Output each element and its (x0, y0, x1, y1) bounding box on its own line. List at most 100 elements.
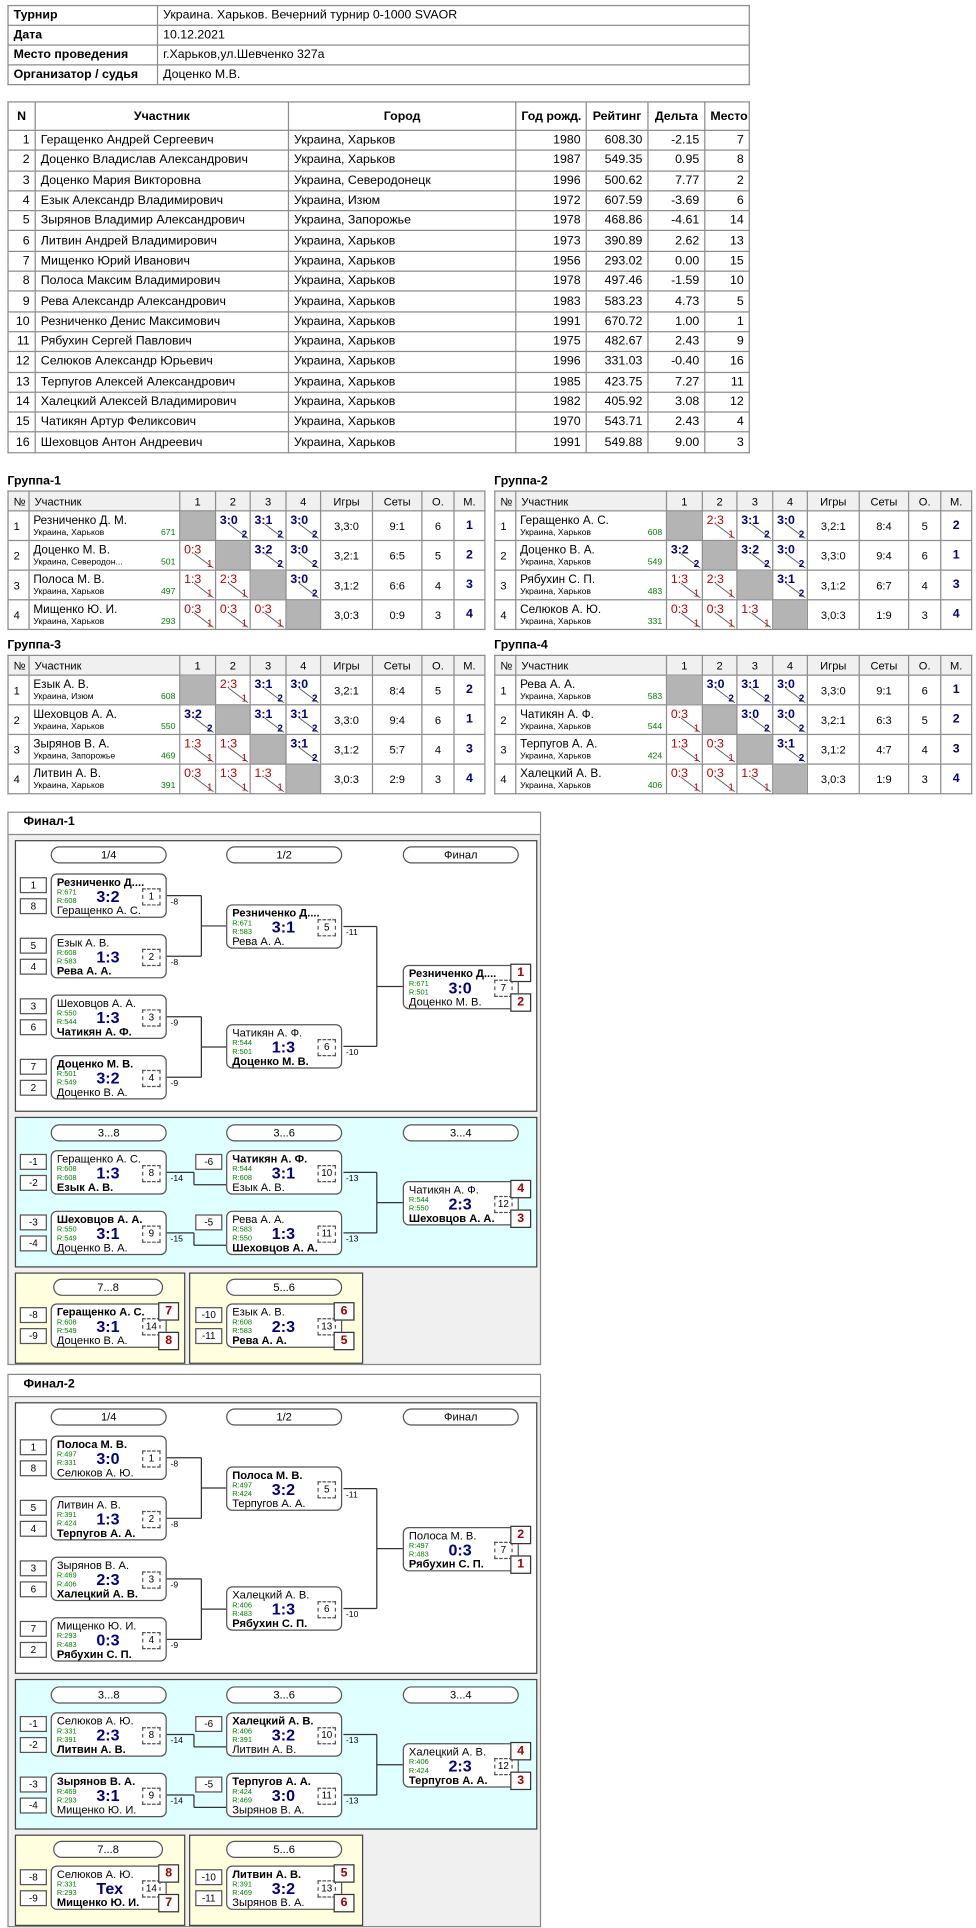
info-table: Турнир Украина. Харьков. Вечерний турнир … (7, 4, 750, 86)
match-points: 1 (206, 617, 213, 629)
player-name: Доценко В. А. (520, 543, 595, 558)
score-cell: 0:3 1 (701, 599, 738, 631)
participant-cell: Украина, Запорожье (287, 210, 517, 232)
match-points: 2 (798, 588, 805, 600)
seed: 4 (19, 1520, 47, 1537)
match-box: Полоса М. В. R:497 R:331 Селюков А. Ю. 3:0 1 (50, 1435, 167, 1481)
games: 3,3:0 (806, 539, 860, 571)
games: 3,0:3 (806, 763, 860, 795)
participant-cell: Зырянов Владимир Александрович (34, 210, 290, 232)
participant-cell: 12 (704, 391, 750, 413)
column-header: Сеты (858, 654, 910, 676)
sets: 6:3 (858, 704, 910, 736)
match-score: 3:1 (96, 1224, 120, 1243)
participant-cell: 0.00 (647, 250, 706, 272)
slash (193, 747, 214, 763)
empty-cell (285, 763, 322, 795)
participant-cell: 331.03 (585, 351, 649, 373)
info-key: Место проведения (7, 44, 159, 66)
participant-cell: Украина, Харьков (287, 371, 517, 393)
place-box: 1 (510, 963, 532, 983)
match-number: 4 (142, 1631, 161, 1650)
loser-goes: -13 (345, 1235, 359, 1245)
games: 3,2:1 (319, 674, 374, 706)
slash (264, 612, 285, 628)
column-header: Участник (28, 654, 181, 676)
participant-cell: Рева Александр Александрович (34, 290, 290, 313)
group-row: 1 Геращенко А. С. Украина, Харьков 608 2:3 1 3… (494, 510, 973, 542)
column-header: О. (908, 654, 942, 676)
final-title-bar: Финал-1 (8, 812, 540, 836)
rating-1: R:608 (232, 1319, 253, 1327)
player-1: Шеховцов А. А. (56, 1213, 143, 1226)
info-key: Организатор / судья (7, 64, 159, 86)
match-points: 2 (764, 528, 770, 540)
column-header: Город (287, 101, 517, 131)
games: 3,2:1 (806, 510, 860, 542)
participant-cell: Полоса Максим Владимирович (34, 270, 290, 293)
group-row: 3 Зырянов В. А. Украина, Запорожье 469 1:3 1 1… (7, 733, 486, 765)
round-header: 1/2 (226, 846, 343, 864)
participant-cell: 11 (704, 371, 750, 393)
rating-2: R:483 (232, 1610, 253, 1619)
match-box: Мищенко Ю. И. R:293 R:483 Рябухин С. П. 0:3 4 (50, 1617, 167, 1662)
player-1: Шеховцов А. А. (56, 996, 137, 1010)
participant-cell: 13 (704, 230, 750, 252)
seed: 7 (19, 1058, 47, 1075)
player-city: Украина, Харьков (520, 722, 592, 732)
place-box: 6 (333, 1893, 355, 1913)
loser-goes: -14 (170, 1174, 183, 1184)
participant-cell: Терпугов Алексей Александрович (34, 371, 290, 393)
score-cell: 3:0 2 (772, 510, 808, 542)
rating-1: R:608 (56, 1319, 77, 1327)
points: 6 (908, 539, 942, 571)
score-cell: 3:0 2 (285, 569, 322, 601)
slash (680, 717, 701, 733)
player-1: Литвин А. В. (56, 1498, 121, 1511)
column-header: Участник (34, 101, 290, 131)
participant-row: 1 Геращенко Андрей Сергеевич Украина, Харь… (7, 129, 750, 152)
player-rating: 469 (160, 752, 176, 762)
match-number: 2 (142, 948, 161, 967)
player-cell: Шеховцов А. А. Украина, Харьков 550 (28, 704, 181, 736)
player-1: Терпугов А. А. (232, 1775, 311, 1788)
match-number: 4 (142, 1069, 161, 1088)
score-cell: 0:3 1 (249, 599, 287, 631)
header-row: N Участник Город Год рожд. Рейтинг Дельта Мест… (7, 101, 750, 131)
round-header: Финал (402, 1408, 519, 1426)
score-cell: 3:2 2 (249, 539, 287, 571)
rating-2: R:549 (56, 1328, 77, 1336)
place: 2 (940, 510, 973, 542)
match-box: Рева А. А. R:583 R:550 Шеховцов А. А. 1:3 11 (226, 1210, 343, 1256)
slash (680, 553, 701, 569)
player-1: Халецкий А. В. (232, 1588, 310, 1602)
match-box: Полоса М. В. R:497 R:424 Терпугов А. А. 3:2 5 (226, 1466, 343, 1511)
match-box: Езык А. В. R:608 R:583 Рева А. А. 1:3 2 (50, 933, 167, 979)
rating-2: R:583 (232, 1328, 253, 1336)
player-cell: Рева А. А. Украина, Харьков 583 (515, 674, 668, 706)
column-header: Дельта (647, 101, 706, 131)
seed: -11 (195, 1890, 223, 1907)
slash (715, 777, 736, 792)
match-box: Доценко М. В. R:501 R:549 Доценко В. А. 3:2 4 (50, 1055, 167, 1100)
seed: -5 (195, 1214, 223, 1231)
player-2: Литвин А. В. (232, 1743, 297, 1756)
match-score: 3:1 (271, 917, 296, 937)
table-body: № Участник 1 2 3 4 Игры Сеты О. М. 1 Езык А. В. Укра… (7, 654, 486, 795)
player-2: Терпугов А. А. (56, 1526, 136, 1540)
column-header: Участник (28, 490, 181, 512)
player-rating: 671 (160, 528, 176, 538)
rating-1: R:608 (56, 950, 77, 958)
participant-cell: 6 (704, 190, 750, 212)
participant-cell: 293.02 (585, 250, 649, 272)
empty-cell (772, 599, 808, 631)
match-box: Резниченко Д.... R:671 R:608 Геращенко А. С… (50, 873, 167, 918)
place: 4 (940, 763, 973, 795)
score-cell: 3:0 2 (285, 539, 322, 571)
participant-cell: Украина, Изюм (287, 190, 517, 212)
score-cell: 3:1 2 (772, 733, 808, 765)
participant-cell: 5 (704, 290, 750, 313)
player-name: Геращенко А. С. (520, 513, 609, 528)
place-box: 3 (510, 1771, 532, 1791)
participant-cell: 1996 (515, 169, 587, 192)
